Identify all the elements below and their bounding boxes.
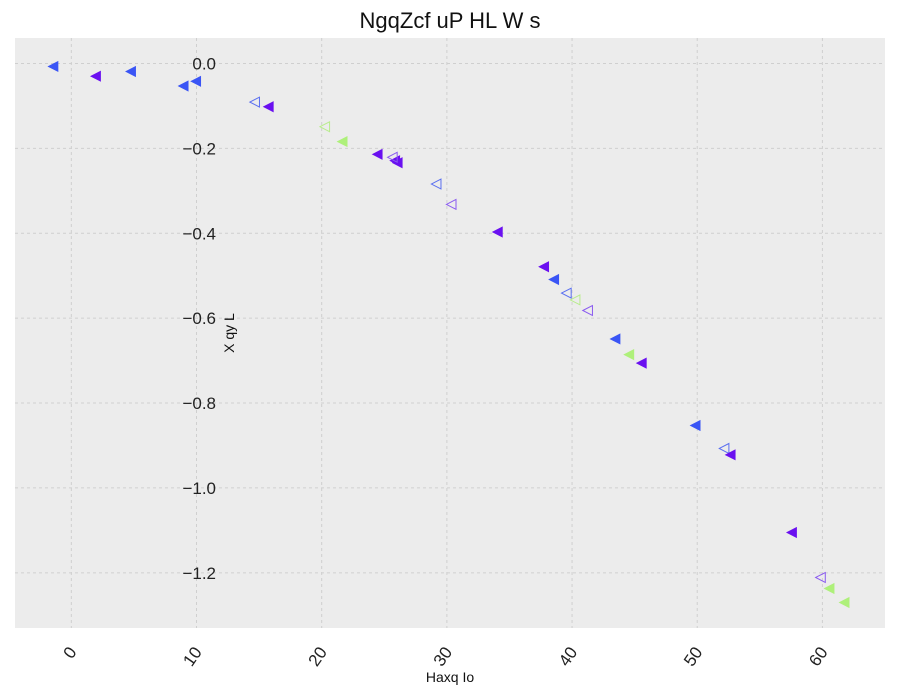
data-point (89, 70, 101, 82)
data-point (724, 449, 736, 461)
data-point (318, 120, 331, 133)
data-point (785, 526, 797, 539)
data-point (371, 148, 383, 160)
data-point (689, 419, 701, 432)
y-tick-label: −0.6 (182, 309, 216, 328)
data-point (635, 357, 647, 369)
y-tick-label: −0.4 (182, 224, 216, 243)
x-tick-label: 0 (60, 643, 81, 662)
data-point (623, 349, 635, 361)
y-tick-label: −1.0 (182, 479, 216, 498)
x-tick-label: 50 (680, 643, 706, 669)
data-point (125, 65, 136, 78)
data-point (548, 273, 560, 286)
plot-area (15, 38, 885, 628)
data-point (538, 261, 550, 273)
chart-title: NgqZcf uP HL W s (359, 8, 541, 33)
y-tick-label: −0.2 (182, 139, 216, 158)
data-point (248, 96, 260, 108)
data-point (445, 198, 457, 211)
data-point (581, 304, 593, 317)
y-tick-label: 0.0 (192, 54, 216, 73)
x-axis-label: Haxq Io (426, 669, 474, 685)
data-point (47, 60, 59, 73)
data-point (491, 226, 503, 238)
data-point (430, 178, 442, 190)
data-point (609, 333, 621, 345)
x-tick-label: 40 (555, 643, 581, 669)
x-tick-label: 30 (430, 643, 456, 669)
data-points (47, 60, 850, 609)
data-point (814, 571, 826, 584)
data-point (838, 596, 850, 609)
data-point (560, 287, 572, 299)
data-point (569, 294, 581, 306)
y-tick-label: −0.8 (182, 394, 216, 413)
x-tick-label: 20 (305, 643, 331, 669)
data-point (718, 442, 730, 455)
data-point (262, 101, 274, 113)
data-point (190, 75, 202, 87)
data-point (386, 151, 398, 164)
grid-lines (15, 38, 885, 628)
data-point (177, 80, 189, 92)
data-point (336, 135, 348, 148)
data-point (823, 582, 835, 595)
y-axis-label: X qy L (221, 313, 237, 353)
x-tick-label: 10 (179, 643, 205, 669)
x-tick-label: 60 (805, 643, 831, 669)
y-tick-label: −1.2 (182, 564, 216, 583)
